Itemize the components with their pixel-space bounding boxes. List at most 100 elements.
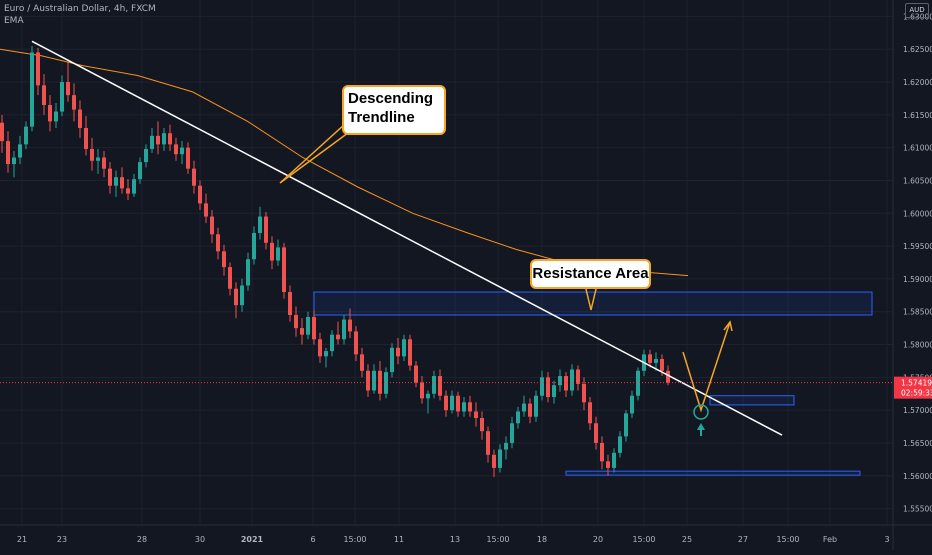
candle: [486, 426, 490, 463]
candle: [132, 173, 136, 197]
retest-circle-icon: [693, 404, 709, 420]
candle: [252, 226, 256, 265]
y-tick-label: 1.60000: [903, 209, 932, 218]
y-tick-label: 1.55500: [903, 505, 932, 514]
candle: [336, 321, 340, 345]
candle: [216, 227, 220, 260]
candle: [6, 131, 10, 173]
zone-1[interactable]: [709, 395, 795, 406]
candle: [210, 210, 214, 243]
candle: [414, 360, 418, 388]
candle: [378, 360, 382, 401]
candle: [624, 410, 628, 442]
candle: [564, 372, 568, 398]
candle: [48, 95, 52, 132]
candle: [84, 116, 88, 156]
candle: [600, 436, 604, 470]
x-tick-label: 6: [310, 535, 315, 544]
candle: [120, 167, 124, 194]
candle: [306, 311, 310, 340]
candle: [318, 332, 322, 363]
candle: [192, 160, 196, 194]
y-tick-label: 1.56000: [903, 472, 932, 481]
candle: [330, 330, 334, 357]
candle: [108, 162, 112, 194]
candle: [480, 411, 484, 440]
candle: [312, 310, 316, 345]
candle: [552, 380, 556, 404]
candle: [504, 436, 508, 460]
candle: [222, 244, 226, 276]
y-tick-label: 1.61500: [903, 111, 932, 120]
x-tick-label: 15:00: [486, 535, 509, 544]
candle: [138, 157, 142, 184]
candle: [546, 372, 550, 403]
candle: [450, 390, 454, 414]
candle: [426, 390, 430, 414]
candle: [360, 347, 364, 378]
x-tick-label: 18: [537, 535, 547, 544]
candle: [234, 282, 238, 319]
x-tick-label: 25: [682, 535, 692, 544]
candle: [324, 347, 328, 368]
candle: [204, 193, 208, 224]
x-tick-label: 27: [738, 535, 748, 544]
x-tick-label: Feb: [823, 535, 837, 544]
candle: [144, 144, 148, 168]
candle: [66, 62, 70, 102]
y-tick-label: 1.62500: [903, 45, 932, 54]
candle: [462, 397, 466, 417]
resistance-annotation: Resistance Area: [530, 259, 651, 289]
x-tick-label: 11: [394, 535, 404, 544]
candle: [24, 121, 28, 149]
indicator-label: EMA: [4, 16, 24, 26]
x-tick-label: 20: [593, 535, 603, 544]
symbol-title: Euro / Australian Dollar, 4h, FXCM: [4, 4, 156, 14]
y-tick-label: 1.62000: [903, 78, 932, 87]
y-tick-label: 1.61000: [903, 144, 932, 153]
y-tick-label: 1.60500: [903, 176, 932, 185]
y-tick-label: 1.59500: [903, 242, 932, 251]
candle: [78, 100, 82, 138]
candle: [60, 75, 64, 117]
candle: [516, 406, 520, 429]
candle: [408, 334, 412, 371]
trendline-annotation-line2: Trendline: [348, 109, 415, 126]
candle: [270, 236, 274, 270]
candle: [636, 367, 640, 401]
x-tick-label: 15:00: [632, 535, 655, 544]
descending-trendline[interactable]: [31, 40, 783, 436]
candle: [594, 416, 598, 450]
candle: [162, 127, 166, 151]
candle: [534, 390, 538, 422]
candle: [468, 395, 472, 417]
candle: [342, 315, 346, 345]
candle: [576, 365, 580, 391]
candle: [0, 114, 4, 153]
candle: [126, 179, 130, 201]
x-tick-label: 21: [17, 535, 27, 544]
candle: [96, 148, 100, 174]
x-tick-label: 15:00: [776, 535, 799, 544]
candle: [438, 369, 442, 401]
x-tick-label: 30: [195, 535, 205, 544]
candle: [102, 150, 106, 178]
candle: [150, 127, 154, 153]
candle: [348, 308, 352, 338]
candle: [402, 334, 406, 361]
candle: [18, 135, 22, 165]
candle: [168, 124, 172, 151]
currency-badge[interactable]: AUD: [905, 3, 929, 18]
candle: [456, 391, 460, 417]
candle: [384, 367, 388, 399]
x-tick-label: 15:00: [343, 535, 366, 544]
up-arrow-icon: [697, 423, 705, 436]
candle: [390, 343, 394, 378]
zone-2[interactable]: [565, 470, 861, 476]
candle: [618, 431, 622, 458]
candle: [246, 252, 250, 291]
candle: [300, 318, 304, 345]
candle: [264, 211, 268, 250]
candle: [510, 416, 514, 449]
